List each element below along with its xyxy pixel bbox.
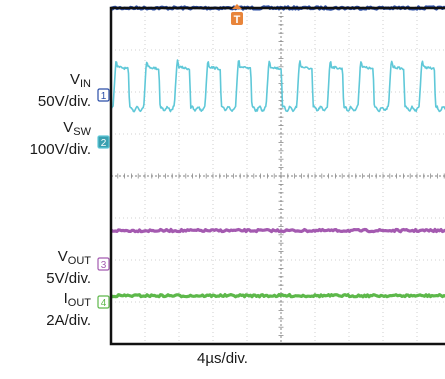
trigger-arrow: [232, 4, 242, 9]
vsw-trace: [110, 59, 445, 113]
time-scale-label: 4µs/div.: [197, 350, 248, 367]
vout-scale: 5V/div.: [46, 270, 91, 287]
grid: [110, 7, 445, 345]
trigger-box: [231, 12, 243, 25]
iout-label: IOUT 2A/div.: [46, 290, 91, 329]
iout-scale: 2A/div.: [46, 312, 91, 329]
iout-marker: 4: [97, 295, 110, 309]
vsw-marker-text: 2: [101, 138, 107, 149]
vin-marker-box: [97, 88, 110, 102]
vout-label: VOUT 5V/div.: [46, 248, 91, 287]
trigger-text: T: [234, 14, 241, 26]
vout-trace: [110, 227, 445, 234]
vout-marker-box: [97, 257, 110, 271]
vin-marker: 1: [97, 88, 110, 102]
plot-frame: [109, 6, 445, 346]
vin-marker-text: 1: [101, 91, 107, 102]
vsw-label: VSW 100V/div.: [29, 119, 91, 158]
trigger-marker: T: [231, 4, 243, 26]
vout-marker-text: 3: [101, 260, 107, 271]
vin-scale: 50V/div.: [37, 93, 91, 110]
iout-marker-box: [97, 295, 110, 309]
vsw-marker: 2: [97, 135, 110, 149]
channel-markers: 1 2 3 4: [97, 88, 110, 309]
vsw-scale: 100V/div.: [29, 141, 91, 158]
vout-marker: 3: [97, 257, 110, 271]
vin-label: VIN 50V/div.: [37, 71, 91, 110]
traces: [109, 5, 445, 299]
vsw-marker-box: [97, 135, 110, 149]
iout-trace: [110, 293, 445, 299]
iout-marker-text: 4: [101, 298, 107, 309]
